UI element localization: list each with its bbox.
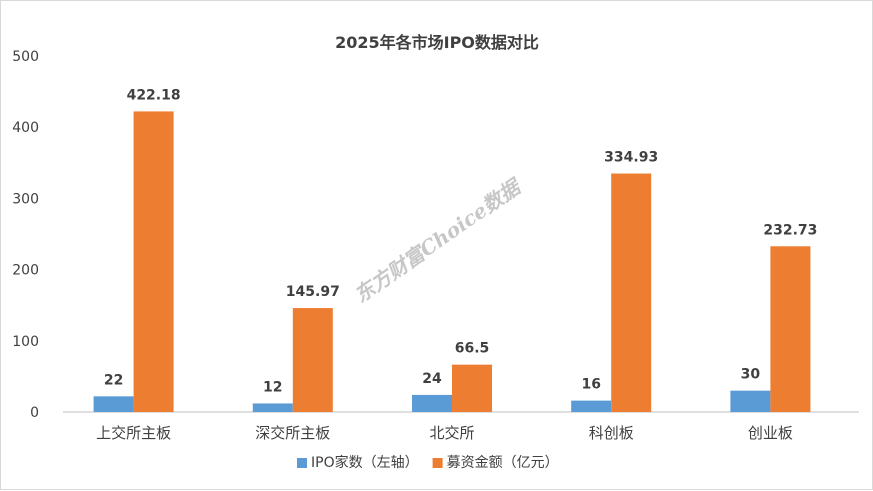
y-tick-label: 400 [12,120,39,136]
y-tick-label: 100 [12,334,39,350]
watermark: 东方财富Choice数据 [350,173,527,307]
bar-fundraising-4 [770,246,811,412]
y-axis-ticks: 0 100 200 300 400 500 [12,49,39,421]
category-label: 科创板 [589,424,634,442]
bar-series [93,111,811,412]
data-label: 422.18 [127,87,181,103]
bar-fundraising-0 [133,111,174,412]
y-tick-label: 300 [12,191,39,207]
legend-swatch [432,458,443,468]
y-tick-label: 500 [12,49,39,65]
data-label: 232.73 [763,222,817,238]
bar-fundraising-2 [452,364,492,412]
data-label: 22 [104,372,123,388]
data-labels: 22 422.18 12 145.97 24 66.5 16 334.93 30 232.73 [104,87,818,395]
legend-label: IPO家数（左轴） [311,454,419,471]
y-tick-label: 200 [12,263,39,279]
bar-fundraising-3 [611,173,652,412]
data-label: 334.93 [604,150,658,166]
bar-fundraising-1 [292,308,333,412]
category-label: 深交所主板 [255,424,330,442]
data-label: 24 [422,371,442,387]
data-label: 145.97 [286,284,340,300]
category-label: 上交所主板 [96,424,171,442]
data-label: 12 [263,379,282,395]
data-label: 16 [581,377,600,393]
bar-ipo-count-3 [571,400,612,412]
y-tick-label: 0 [30,405,39,421]
legend: IPO家数（左轴） 募资金额（亿元） [297,454,559,471]
chart-title: 2025年各市场IPO数据对比 [335,33,539,52]
bar-ipo-count-1 [252,403,293,412]
legend-label: 募资金额（亿元） [447,455,559,471]
bar-ipo-count-4 [730,390,771,412]
category-labels: 上交所主板 深交所主板 北交所 科创板 创业板 [96,424,793,442]
bar-ipo-count-2 [412,394,452,412]
data-label: 66.5 [455,341,490,357]
category-label: 北交所 [429,424,474,442]
category-label: 创业板 [748,424,793,442]
bar-ipo-count-0 [93,396,134,412]
data-label: 30 [741,367,761,383]
legend-swatch [297,458,307,468]
